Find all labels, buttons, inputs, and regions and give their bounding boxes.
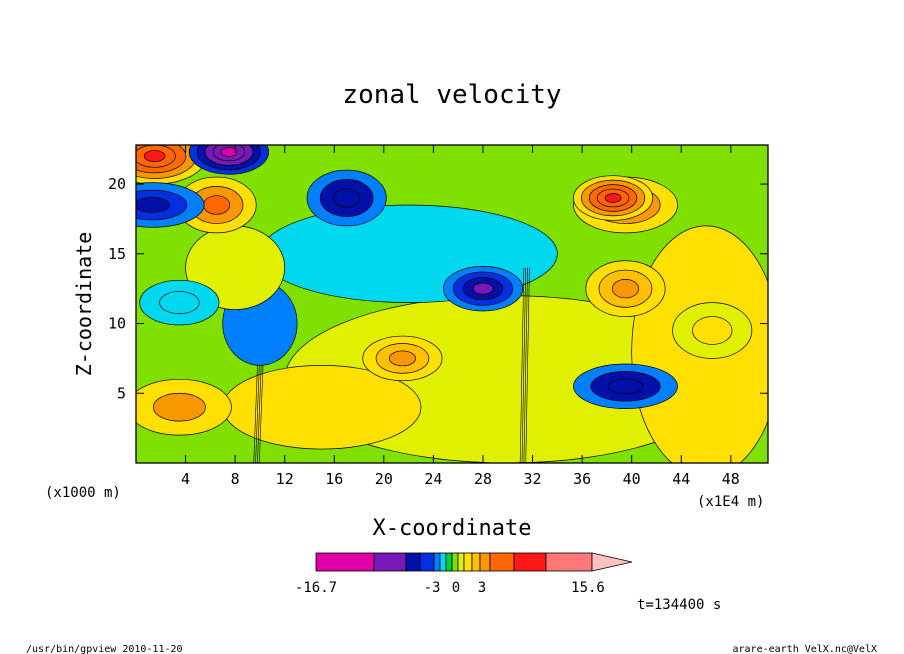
contour-level <box>692 316 733 345</box>
x-tick-label: 44 <box>672 470 690 488</box>
contour-line <box>259 365 264 463</box>
colorbar-segment <box>419 552 435 572</box>
contour-line <box>521 267 527 463</box>
contour-level <box>472 282 494 295</box>
x-tick-label: 24 <box>424 470 442 488</box>
x-tick-label: 32 <box>524 470 542 488</box>
colorbar-segment <box>433 552 441 572</box>
x-tick-label: 28 <box>474 470 492 488</box>
footer-left: /usr/bin/gpview 2010-11-20 <box>26 644 183 654</box>
x-tick-label: 4 <box>181 470 190 488</box>
contour-line <box>519 267 525 463</box>
colorbar-max-label: 15.6 <box>571 580 605 596</box>
x-tick-label: 40 <box>623 470 641 488</box>
colorbar-min-label: -16.7 <box>295 580 337 596</box>
x-unit-note: (x1E4 m) <box>697 494 764 510</box>
y-tick-label: 5 <box>117 384 126 402</box>
y-axis-label: Z-coordinate <box>72 232 96 377</box>
time-label: t=134400 s <box>637 597 721 613</box>
colorbar-segment <box>513 552 547 572</box>
x-ticks: 4 8 12 16 20 24 28 32 36 40 44 48 <box>181 145 740 488</box>
y-unit-note: (x1000 m) <box>45 485 121 501</box>
colorbar-segment <box>373 552 407 572</box>
contour-level <box>220 147 238 157</box>
colorbar-segment <box>463 552 473 572</box>
contour-level <box>136 197 170 213</box>
contour-level <box>143 150 166 163</box>
colorbar-segment <box>445 552 453 572</box>
colorbar-segment <box>439 552 447 572</box>
contour-level <box>388 350 416 367</box>
colorbar-segment <box>451 552 459 572</box>
contour-line <box>257 365 262 463</box>
plot-frame <box>135 144 769 464</box>
contour-level <box>607 378 644 395</box>
colorbar-segment <box>471 552 481 572</box>
contour-level <box>202 195 231 215</box>
colorbar-tick-label: 3 <box>478 580 486 596</box>
contour-level <box>159 291 200 315</box>
colorbar-segments <box>315 552 633 572</box>
x-tick-label: 8 <box>231 470 240 488</box>
colorbar-tick-label: 0 <box>452 580 460 596</box>
contour-level <box>604 193 622 203</box>
x-tick-label: 16 <box>325 470 343 488</box>
colorbar-segment <box>489 552 515 572</box>
y-tick-label: 15 <box>108 245 126 263</box>
colorbar-segment <box>457 552 465 572</box>
colorbar-segment <box>545 552 593 572</box>
x-axis-label: X-coordinate <box>373 516 532 541</box>
colorbar-segment <box>405 552 421 572</box>
contour-line <box>253 365 258 463</box>
y-ticks: 5 10 15 20 <box>108 175 768 402</box>
chart-title: zonal velocity <box>342 80 561 110</box>
colorbar-tick-label: -3 <box>424 580 441 596</box>
x-tick-label: 20 <box>375 470 393 488</box>
contour-level <box>333 188 361 208</box>
colorbar-segment <box>315 552 375 572</box>
contour-line <box>525 267 530 463</box>
x-tick-label: 12 <box>276 470 294 488</box>
contour-level <box>152 392 206 422</box>
colorbar: -16.7 -3 0 3 15.6 <box>295 552 633 596</box>
colorbar-segment <box>479 552 491 572</box>
contour-level <box>611 279 640 299</box>
contour-line <box>523 267 528 463</box>
x-tick-label: 48 <box>722 470 740 488</box>
x-tick-label: 36 <box>573 470 591 488</box>
footer-right: arare-earth_VelX.nc@VelX <box>733 644 878 654</box>
colorbar-max-arrow <box>591 552 633 572</box>
y-tick-label: 20 <box>108 175 126 193</box>
contour-line <box>255 365 260 463</box>
contour-field <box>136 145 768 463</box>
y-tick-label: 10 <box>108 315 126 333</box>
